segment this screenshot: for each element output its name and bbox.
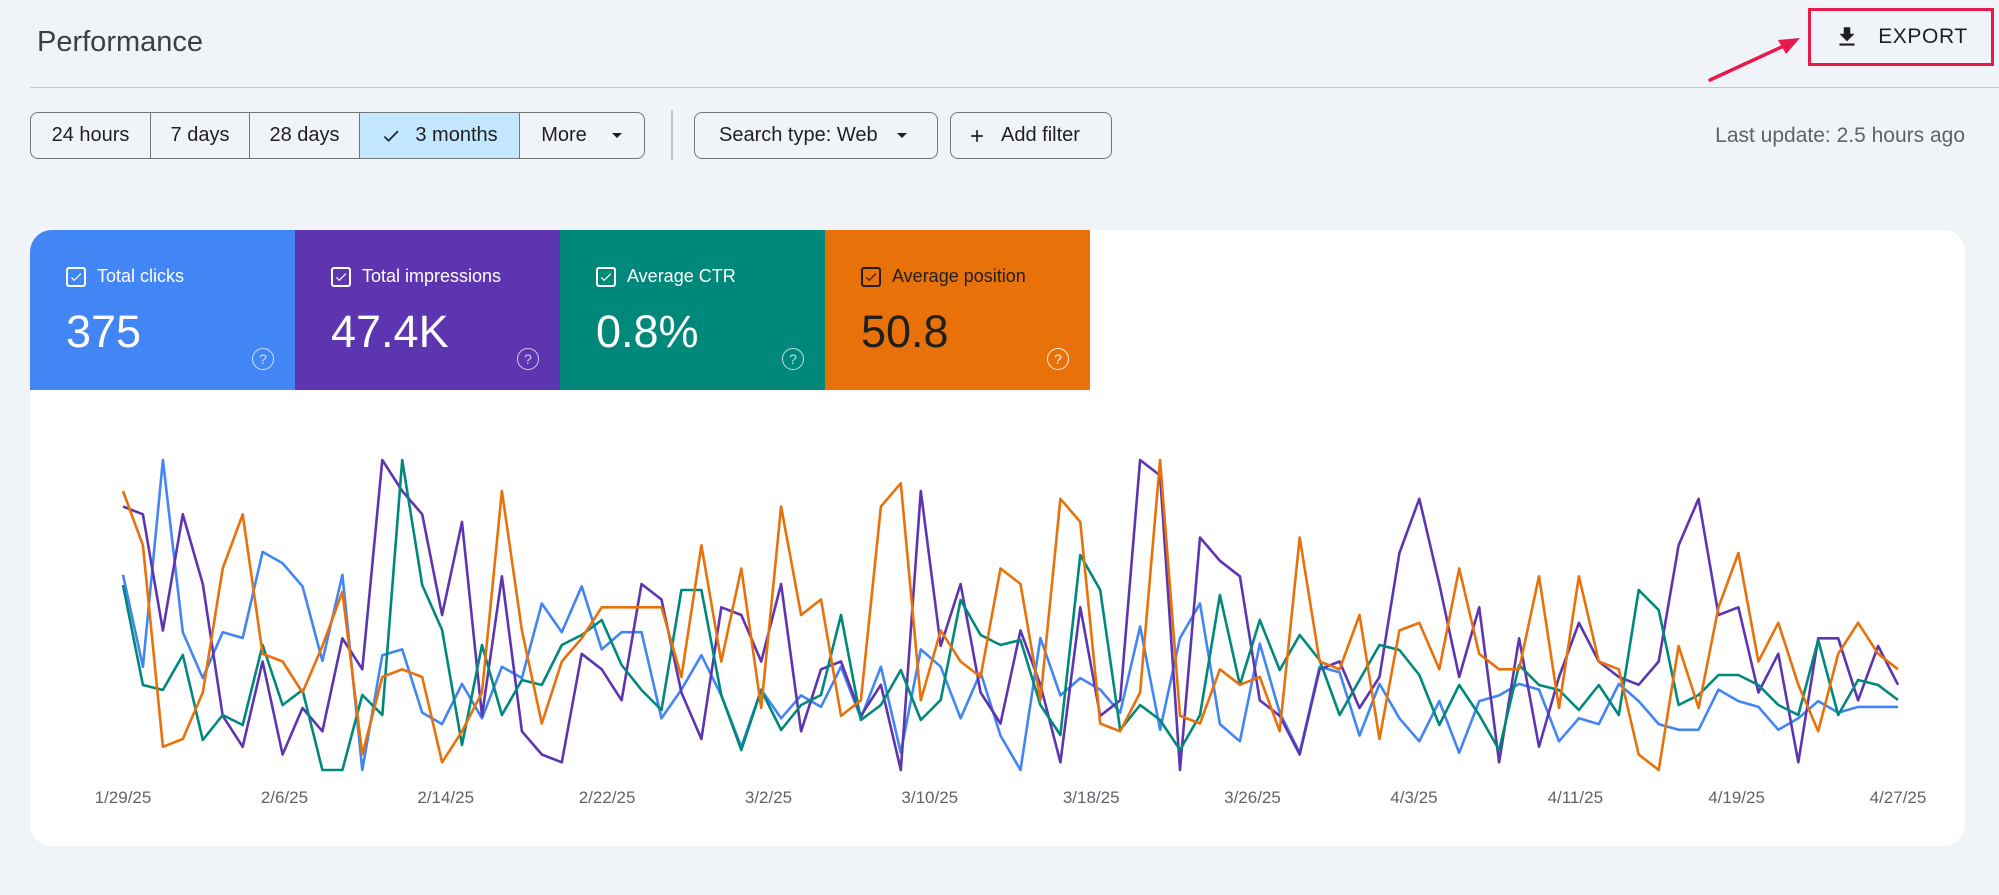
- metric-total-impressions[interactable]: Total impressions 47.4K ?: [295, 230, 560, 390]
- checkbox-checked-icon[interactable]: [861, 266, 881, 287]
- performance-chart: 1/29/25 2/6/25 2/14/25 2/22/25 3/2/25 3/10/25…: [95, 458, 1927, 807]
- x-tick-label: 1/29/25: [95, 788, 152, 807]
- range-label: 7 days: [170, 124, 230, 146]
- checkbox-checked-icon[interactable]: [596, 266, 616, 287]
- x-tick-label: 2/22/25: [579, 788, 636, 807]
- x-tick-label: 3/18/25: [1063, 788, 1120, 807]
- help-icon[interactable]: ?: [1047, 348, 1069, 370]
- range-more-dropdown[interactable]: More: [520, 113, 644, 158]
- range-label: More: [541, 124, 587, 146]
- metric-value: 50.8: [861, 306, 949, 357]
- metric-label: Average CTR: [627, 266, 736, 286]
- x-tick-label: 4/11/25: [1548, 788, 1603, 807]
- download-icon: [1839, 27, 1855, 46]
- annotation-arrow: [1708, 38, 1800, 82]
- add-filter-button[interactable]: Add filter: [950, 112, 1112, 159]
- add-filter-label: Add filter: [1001, 124, 1080, 146]
- filter-divider: [671, 110, 673, 160]
- help-icon[interactable]: ?: [517, 348, 539, 370]
- export-button[interactable]: EXPORT: [1808, 8, 1994, 66]
- range-label: 24 hours: [51, 124, 130, 146]
- range-7-days[interactable]: 7 days: [151, 113, 250, 158]
- help-icon[interactable]: ?: [782, 348, 804, 370]
- x-tick-label: 4/27/25: [1870, 788, 1927, 807]
- x-tick-label: 3/10/25: [901, 788, 958, 807]
- range-3-months[interactable]: 3 months: [360, 113, 520, 158]
- x-tick-label: 3/26/25: [1224, 788, 1281, 807]
- export-label: EXPORT: [1878, 25, 1968, 48]
- metric-label: Total impressions: [362, 266, 502, 286]
- metric-label: Average position: [892, 266, 1026, 286]
- metric-average-position[interactable]: Average position 50.8 ?: [825, 230, 1090, 390]
- metric-total-clicks[interactable]: Total clicks 375 ?: [30, 230, 295, 390]
- range-label: 3 months: [415, 124, 498, 146]
- series-line-total-clicks: [121, 458, 1898, 772]
- x-tick-label: 2/14/25: [417, 788, 474, 807]
- x-tick-label: 4/3/25: [1390, 788, 1437, 807]
- range-24-hours[interactable]: 24 hours: [31, 113, 151, 158]
- date-range-selector: 24 hours 7 days 28 days 3 months More: [30, 112, 645, 159]
- caret-down-icon: [896, 132, 907, 138]
- last-update-text: Last update: 2.5 hours ago: [1715, 124, 1965, 147]
- metric-value: 0.8%: [596, 306, 699, 357]
- range-28-days[interactable]: 28 days: [250, 113, 360, 158]
- metric-value: 375: [66, 306, 142, 357]
- series-line-average-ctr: [121, 458, 1899, 772]
- checkbox-checked-icon[interactable]: [66, 266, 86, 287]
- header-divider: [30, 87, 1999, 88]
- metric-value: 47.4K: [331, 306, 449, 357]
- help-icon[interactable]: ?: [252, 348, 274, 370]
- search-type-label: Search type: Web: [719, 124, 878, 146]
- check-icon: [384, 130, 399, 142]
- page-title: Performance: [37, 26, 204, 58]
- series-line-average-position: [121, 458, 1899, 772]
- plus-icon: [971, 129, 983, 142]
- x-tick-label: 2/6/25: [261, 788, 308, 807]
- checkbox-checked-icon[interactable]: [331, 266, 351, 287]
- performance-card: Total clicks 375 ? Total impressions 47.…: [30, 230, 1965, 846]
- range-label: 28 days: [269, 124, 340, 146]
- search-type-dropdown[interactable]: Search type: Web: [694, 112, 938, 159]
- x-tick-label: 3/2/25: [745, 788, 792, 807]
- metric-average-ctr[interactable]: Average CTR 0.8% ?: [560, 230, 825, 390]
- x-tick-label: 4/19/25: [1708, 788, 1765, 807]
- metric-label: Total clicks: [97, 266, 185, 286]
- caret-down-icon: [611, 132, 622, 138]
